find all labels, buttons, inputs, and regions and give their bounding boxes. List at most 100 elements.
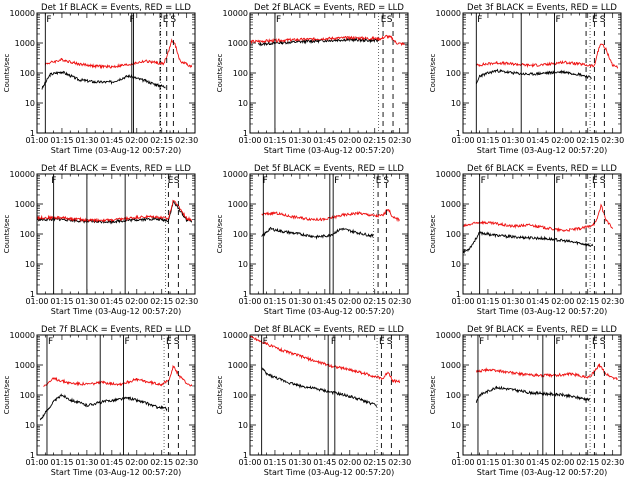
x-axis-label: Start Time (03-Aug-12 00:57:20) bbox=[264, 307, 395, 316]
x-tick-label: 01:00 bbox=[451, 136, 474, 145]
x-tick-label: 01:30 bbox=[288, 458, 311, 467]
x-tick-label: 01:15 bbox=[476, 297, 499, 306]
y-tick-label: 1 bbox=[30, 290, 35, 299]
panel-title: Det 1f BLACK = Events, RED = LLD bbox=[41, 3, 191, 13]
series-group bbox=[41, 38, 193, 90]
x-tick-label: 01:00 bbox=[25, 136, 48, 145]
y-tick-label: 10000 bbox=[223, 9, 248, 18]
series-line-lld bbox=[476, 43, 619, 69]
y-tick-label: 10000 bbox=[10, 331, 35, 340]
x-tick-label: 01:30 bbox=[501, 297, 524, 306]
y-tick-label: 1 bbox=[243, 290, 248, 299]
y-tick-label: 10 bbox=[451, 260, 461, 269]
y-axis-label: Counts/sec bbox=[429, 54, 437, 93]
marker-E: E bbox=[381, 15, 387, 25]
x-tick-label: 01:30 bbox=[288, 136, 311, 145]
series-line-lld bbox=[43, 364, 193, 387]
x-tick-label: 02:30 bbox=[601, 458, 624, 467]
marker-F: F bbox=[555, 15, 560, 25]
marker-S: S bbox=[174, 337, 180, 347]
marker-F: F bbox=[51, 176, 56, 186]
series-line-lld bbox=[463, 203, 614, 233]
x-tick-label: 01:30 bbox=[501, 136, 524, 145]
x-tick-label: 02:00 bbox=[125, 297, 148, 306]
y-tick-label: 10000 bbox=[10, 170, 35, 179]
y-tick-label: 10000 bbox=[436, 170, 461, 179]
marker-F: F bbox=[481, 176, 486, 186]
panel-det-7: Det 7f BLACK = Events, RED = LLD 1 10 100 10… bbox=[3, 325, 198, 477]
series-group bbox=[475, 43, 619, 84]
y-tick-label: 10000 bbox=[223, 170, 248, 179]
series-group bbox=[250, 335, 401, 408]
x-tick-label: 02:15 bbox=[150, 136, 173, 145]
series-line-lld bbox=[475, 363, 619, 381]
series-line-events bbox=[475, 68, 592, 84]
y-tick-label: 1000 bbox=[441, 39, 461, 48]
y-tick-label: 1 bbox=[243, 451, 248, 460]
plot-frame bbox=[36, 173, 196, 295]
y-tick-label: 100 bbox=[233, 69, 248, 78]
x-tick-label: 01:15 bbox=[263, 297, 286, 306]
panel-det-3: Det 3f BLACK = Events, RED = LLD 1 10 100 10… bbox=[429, 3, 624, 155]
series-line-events bbox=[261, 226, 374, 240]
x-tick-label: 02:15 bbox=[363, 297, 386, 306]
plot-frame bbox=[249, 173, 409, 295]
marker-E: E bbox=[592, 176, 598, 186]
x-tick-label: 02:15 bbox=[576, 297, 599, 306]
series-line-events bbox=[475, 385, 590, 403]
marker-E: E bbox=[163, 15, 169, 25]
y-axis-label: Counts/sec bbox=[216, 376, 224, 415]
y-tick-label: 100 bbox=[233, 230, 248, 239]
series-line-lld bbox=[250, 335, 401, 384]
x-axis-label: Start Time (03-Aug-12 00:57:20) bbox=[477, 146, 608, 155]
panel-det-4: Det 4f BLACK = Events, RED = LLD 1 10 100 10… bbox=[3, 164, 198, 316]
x-tick-label: 02:00 bbox=[338, 297, 361, 306]
y-tick-label: 10 bbox=[25, 260, 35, 269]
y-tick-label: 100 bbox=[20, 69, 35, 78]
x-tick-label: 01:15 bbox=[476, 136, 499, 145]
x-tick-label: 01:30 bbox=[75, 458, 98, 467]
panel-det-6: Det 6f BLACK = Events, RED = LLD 1 10 100 10… bbox=[429, 164, 624, 316]
x-tick-label: 01:15 bbox=[263, 136, 286, 145]
plot-frame bbox=[462, 334, 622, 456]
y-tick-label: 10 bbox=[451, 99, 461, 108]
marker-E: E bbox=[168, 176, 174, 186]
y-axis-label: Counts/sec bbox=[3, 215, 11, 254]
y-tick-label: 1 bbox=[30, 451, 35, 460]
marker-F: F bbox=[46, 15, 51, 25]
series-line-lld bbox=[37, 199, 193, 224]
y-tick-label: 100 bbox=[446, 69, 461, 78]
marker-S: S bbox=[387, 15, 393, 25]
x-tick-label: 02:30 bbox=[388, 136, 411, 145]
series-group bbox=[37, 199, 193, 225]
panel-det-2: Det 2f BLACK = Events, RED = LLD 1 10 100 10… bbox=[216, 3, 411, 155]
x-tick-label: 02:30 bbox=[388, 297, 411, 306]
x-tick-label: 01:00 bbox=[451, 458, 474, 467]
marker-S: S bbox=[387, 337, 393, 347]
series-line-events bbox=[41, 70, 166, 90]
x-tick-label: 02:15 bbox=[576, 136, 599, 145]
y-tick-label: 100 bbox=[20, 230, 35, 239]
x-tick-label: 01:00 bbox=[25, 297, 48, 306]
x-tick-label: 01:45 bbox=[313, 458, 336, 467]
y-tick-label: 10000 bbox=[10, 9, 35, 18]
x-tick-label: 01:30 bbox=[75, 136, 98, 145]
marker-E: E bbox=[592, 337, 598, 347]
x-tick-label: 01:15 bbox=[476, 458, 499, 467]
x-tick-label: 02:30 bbox=[601, 297, 624, 306]
x-tick-label: 01:00 bbox=[238, 458, 261, 467]
x-tick-label: 01:45 bbox=[313, 297, 336, 306]
panel-det-9: Det 9f BLACK = Events, RED = LLD 1 10 100 10… bbox=[429, 325, 624, 477]
x-tick-label: 01:30 bbox=[288, 297, 311, 306]
panel-title: Det 8f BLACK = Events, RED = LLD bbox=[254, 325, 404, 335]
y-tick-label: 100 bbox=[446, 391, 461, 400]
x-tick-label: 01:15 bbox=[263, 458, 286, 467]
series-line-events bbox=[39, 393, 168, 421]
x-tick-label: 01:00 bbox=[238, 297, 261, 306]
series-line-lld bbox=[261, 208, 400, 222]
plot-frame bbox=[36, 12, 196, 134]
x-tick-label: 02:00 bbox=[338, 458, 361, 467]
x-tick-label: 02:30 bbox=[601, 136, 624, 145]
y-tick-label: 10 bbox=[451, 421, 461, 430]
panel-det-5: Det 5f BLACK = Events, RED = LLD 1 10 100 10… bbox=[216, 164, 411, 316]
